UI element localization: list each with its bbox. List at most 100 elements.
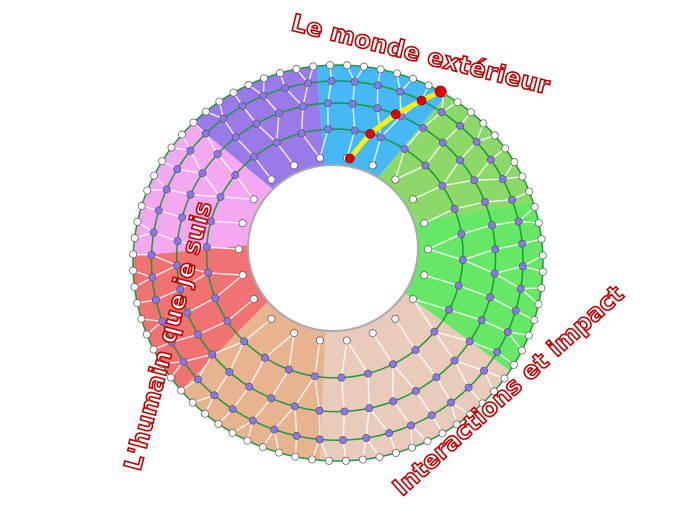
inner-node xyxy=(516,284,525,293)
spoke xyxy=(372,332,394,365)
spoke xyxy=(302,83,309,107)
spoke xyxy=(217,153,236,176)
edge-node xyxy=(341,456,350,465)
inner-node xyxy=(365,404,374,413)
sector xyxy=(193,66,325,190)
spoke xyxy=(459,141,478,161)
edge-node xyxy=(276,69,284,78)
spoke xyxy=(454,359,485,372)
inner-node xyxy=(486,293,495,302)
spoke xyxy=(314,376,321,411)
edge-node xyxy=(358,455,367,464)
spoke xyxy=(462,248,496,261)
inner-node xyxy=(290,402,299,411)
edge-node xyxy=(423,437,432,446)
spoke xyxy=(394,148,406,180)
edge-node xyxy=(309,62,318,71)
inner-node xyxy=(503,327,512,336)
edge-node xyxy=(409,295,417,303)
inner-node xyxy=(490,269,499,278)
edge-node xyxy=(453,98,462,107)
spoke xyxy=(414,349,437,378)
spoke xyxy=(171,333,199,343)
edge-node xyxy=(177,386,186,395)
spoke xyxy=(342,411,346,441)
spoke xyxy=(462,259,495,275)
inner-node xyxy=(245,382,254,391)
edge-node xyxy=(130,282,139,291)
edge-node xyxy=(420,219,429,228)
inner-node xyxy=(198,169,207,178)
spoke xyxy=(495,243,523,250)
inner-node xyxy=(373,104,382,113)
spoke xyxy=(190,193,221,198)
spoke xyxy=(454,201,486,210)
spoke xyxy=(424,142,444,166)
spoke xyxy=(186,297,216,314)
edge-node xyxy=(452,420,461,429)
spoke xyxy=(234,174,255,200)
edge-node xyxy=(509,360,518,369)
inner-hole-border xyxy=(246,163,420,333)
inner-node xyxy=(491,245,500,254)
inner-node xyxy=(488,221,496,230)
inner-node xyxy=(407,421,415,430)
spoke xyxy=(415,390,433,416)
edge-node xyxy=(315,153,324,162)
inner-node xyxy=(323,99,332,108)
spoke xyxy=(158,209,183,219)
spoke xyxy=(491,220,519,226)
inner-node xyxy=(350,126,359,135)
inner-node xyxy=(223,317,232,326)
inner-node xyxy=(411,386,420,395)
edge-node xyxy=(409,195,417,204)
edge-node xyxy=(479,119,488,128)
edge-node xyxy=(137,315,146,323)
spoke xyxy=(423,274,459,287)
spoke xyxy=(376,108,382,138)
spoke xyxy=(211,340,245,356)
edge-node xyxy=(501,144,510,153)
spoke xyxy=(442,125,461,144)
inner-node xyxy=(211,294,220,302)
inner-node xyxy=(493,348,502,356)
nodes xyxy=(129,61,547,465)
edge-node xyxy=(391,314,400,323)
inner-node xyxy=(158,317,167,326)
edge-node xyxy=(157,359,166,368)
inner-node xyxy=(173,165,182,174)
spoke xyxy=(392,400,412,426)
spoke xyxy=(433,331,456,361)
spoke xyxy=(435,376,452,403)
inner-node xyxy=(148,273,157,282)
spoke xyxy=(461,224,493,235)
edge-node xyxy=(308,455,317,464)
spoke xyxy=(319,128,329,159)
edge-node xyxy=(201,409,210,418)
inner-node xyxy=(477,316,486,325)
spoke xyxy=(243,318,272,342)
spoke xyxy=(179,272,209,290)
edge-node xyxy=(490,387,499,396)
spoke xyxy=(208,272,243,276)
spoke xyxy=(273,405,296,431)
inner-node xyxy=(337,373,346,382)
inner-node xyxy=(225,368,234,376)
inner-node xyxy=(418,123,427,132)
edge-node xyxy=(249,295,258,303)
edge-node xyxy=(214,419,223,428)
inner-node xyxy=(275,109,283,118)
edge-node xyxy=(149,345,158,354)
ring-line xyxy=(205,128,464,379)
inner-node xyxy=(173,237,182,246)
edge-node xyxy=(325,456,333,465)
inner-node xyxy=(216,192,225,201)
edge-node xyxy=(342,336,351,345)
edge-node xyxy=(517,346,526,355)
spoke xyxy=(213,371,231,396)
spoke xyxy=(294,406,298,436)
inner-node xyxy=(204,268,213,277)
spoke xyxy=(206,246,239,250)
edge-node xyxy=(143,186,152,195)
inner-node xyxy=(207,217,215,226)
